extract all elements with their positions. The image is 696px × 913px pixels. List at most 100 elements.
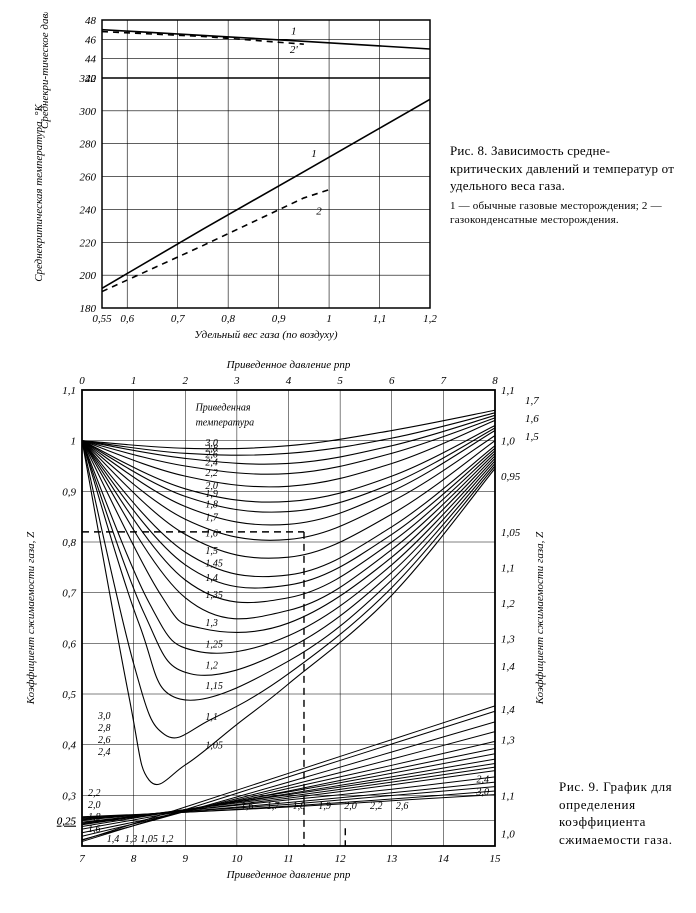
svg-text:2,4: 2,4 <box>98 747 111 758</box>
svg-text:0,7: 0,7 <box>62 588 76 600</box>
svg-text:300: 300 <box>79 106 97 118</box>
svg-text:4: 4 <box>286 375 292 387</box>
svg-text:1,1: 1,1 <box>205 712 218 723</box>
svg-text:10: 10 <box>231 853 243 865</box>
svg-text:1,3: 1,3 <box>205 618 218 629</box>
svg-text:1,4: 1,4 <box>205 573 218 584</box>
svg-text:1,9: 1,9 <box>205 489 218 500</box>
svg-text:2,4: 2,4 <box>477 774 490 785</box>
svg-text:260: 260 <box>80 172 97 184</box>
svg-text:1,8: 1,8 <box>205 500 218 511</box>
svg-text:1,25: 1,25 <box>205 640 223 651</box>
svg-text:320: 320 <box>79 73 97 85</box>
svg-text:1,5: 1,5 <box>525 431 539 443</box>
svg-text:1,35: 1,35 <box>205 590 223 601</box>
svg-text:180: 180 <box>80 303 97 315</box>
svg-text:0,8: 0,8 <box>62 537 76 549</box>
svg-text:0,7: 0,7 <box>171 313 185 325</box>
svg-text:1,1: 1,1 <box>501 562 515 574</box>
svg-text:0,8: 0,8 <box>221 313 235 325</box>
svg-text:1,7: 1,7 <box>267 801 281 812</box>
svg-text:7: 7 <box>441 375 447 387</box>
figure-9: 0123456787891011121314150,250,30,40,50,6… <box>12 348 684 888</box>
svg-text:Коэффициент сжимаемости газа,: Коэффициент сжимаемости газа, Z <box>534 531 546 705</box>
fig8-caption-legend: 1 — обычные газовые месторождения; 2 — г… <box>450 199 680 229</box>
svg-text:1,1: 1,1 <box>501 385 515 397</box>
svg-text:220: 220 <box>80 237 97 249</box>
svg-text:0,25: 0,25 <box>57 816 77 828</box>
svg-text:Приведенная: Приведенная <box>195 402 251 413</box>
svg-text:1: 1 <box>291 26 297 38</box>
svg-text:8: 8 <box>131 853 137 865</box>
svg-text:1,8: 1,8 <box>88 812 101 823</box>
svg-text:46: 46 <box>85 34 97 46</box>
svg-text:6: 6 <box>389 375 395 387</box>
svg-text:14: 14 <box>438 853 450 865</box>
svg-text:200: 200 <box>80 270 97 282</box>
svg-text:1,3: 1,3 <box>501 633 515 645</box>
svg-text:1,2: 1,2 <box>161 834 174 845</box>
svg-text:2: 2 <box>183 375 189 387</box>
fig8-caption-title: Рис. 8. Зависимость средне-критических д… <box>450 142 680 195</box>
svg-text:2,2: 2,2 <box>88 788 101 799</box>
svg-text:3,0: 3,0 <box>97 711 111 722</box>
svg-text:1,45: 1,45 <box>205 558 223 569</box>
svg-text:0,9: 0,9 <box>62 486 76 498</box>
svg-text:15: 15 <box>490 853 502 865</box>
svg-text:1,6: 1,6 <box>525 413 539 425</box>
svg-text:температура: температура <box>196 417 255 428</box>
svg-text:1: 1 <box>131 375 137 387</box>
svg-text:3,0: 3,0 <box>476 787 490 798</box>
fig8-chart: 0,550,60,70,80,911,11,242444648180200220… <box>12 12 442 342</box>
svg-text:2,2: 2,2 <box>370 801 383 812</box>
svg-text:1,3: 1,3 <box>125 834 138 845</box>
svg-text:1,6: 1,6 <box>205 528 218 539</box>
svg-text:9: 9 <box>183 853 189 865</box>
svg-text:1: 1 <box>311 148 317 160</box>
svg-text:1,0: 1,0 <box>501 828 515 840</box>
svg-text:2,0: 2,0 <box>344 801 357 812</box>
svg-text:2': 2' <box>290 44 299 56</box>
svg-text:2,6: 2,6 <box>396 801 409 812</box>
svg-text:1,0: 1,0 <box>501 436 515 448</box>
fig9-svg: 0123456787891011121314150,250,30,40,50,6… <box>12 348 557 888</box>
svg-text:0,9: 0,9 <box>272 313 286 325</box>
svg-text:0,4: 0,4 <box>62 740 76 752</box>
svg-text:0,6: 0,6 <box>62 638 76 650</box>
svg-text:2,6: 2,6 <box>98 735 111 746</box>
svg-text:48: 48 <box>85 15 97 27</box>
fig9-caption-text: Рис. 9. График для определения коэффицие… <box>559 778 679 848</box>
svg-text:1,7: 1,7 <box>205 513 219 524</box>
svg-text:1,1: 1,1 <box>62 385 76 397</box>
fig8-svg: 0,550,60,70,80,911,11,242444648180200220… <box>12 12 442 342</box>
fig9-chart: 0123456787891011121314150,250,30,40,50,6… <box>12 348 557 888</box>
svg-text:11: 11 <box>283 853 293 865</box>
svg-text:Коэффициент сжимаемости газа,: Коэффициент сжимаемости газа, Z <box>25 531 37 705</box>
svg-text:1,4: 1,4 <box>501 704 515 716</box>
svg-text:7: 7 <box>79 853 85 865</box>
svg-text:2: 2 <box>316 205 322 217</box>
svg-text:3: 3 <box>233 375 240 387</box>
svg-text:1: 1 <box>326 313 332 325</box>
svg-text:Среднекритическая температура,: Среднекритическая температура, °К <box>33 104 45 282</box>
svg-text:44: 44 <box>85 54 97 66</box>
svg-text:1,5: 1,5 <box>205 546 218 557</box>
fig9-caption: Рис. 9. График для определения коэффицие… <box>557 348 679 848</box>
svg-text:1,6: 1,6 <box>88 824 101 835</box>
svg-text:13: 13 <box>386 853 398 865</box>
svg-text:0,6: 0,6 <box>120 313 134 325</box>
svg-text:1,2: 1,2 <box>501 598 515 610</box>
svg-text:2,2: 2,2 <box>205 468 218 479</box>
svg-text:8: 8 <box>492 375 498 387</box>
svg-text:0,3: 0,3 <box>62 790 76 802</box>
svg-text:1,2: 1,2 <box>423 313 437 325</box>
svg-text:1,1: 1,1 <box>373 313 387 325</box>
svg-text:1,3: 1,3 <box>501 735 515 747</box>
svg-text:0: 0 <box>79 375 85 387</box>
figure-8: 0,550,60,70,80,911,11,242444648180200220… <box>12 12 684 342</box>
svg-text:1,9: 1,9 <box>318 801 331 812</box>
svg-text:2,0: 2,0 <box>88 800 101 811</box>
svg-text:1,1: 1,1 <box>501 790 515 802</box>
svg-text:0,95: 0,95 <box>501 471 521 483</box>
svg-text:1,4: 1,4 <box>501 661 515 673</box>
